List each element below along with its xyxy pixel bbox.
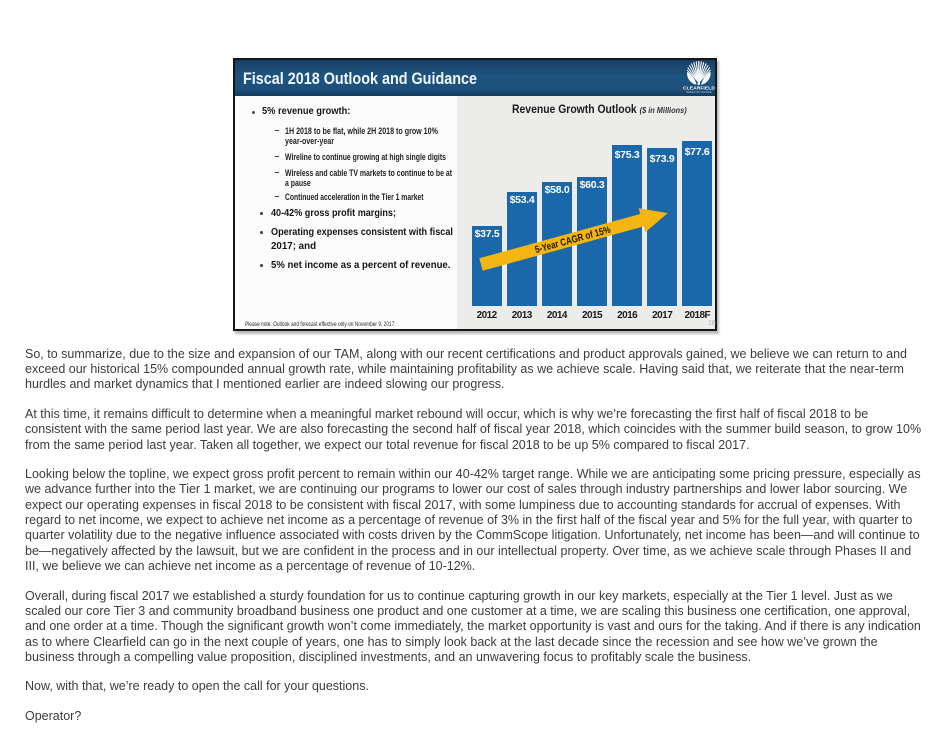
svg-text:CLEARFIELD: CLEARFIELD bbox=[683, 85, 715, 91]
svg-text:WAVES OF CHANGE: WAVES OF CHANGE bbox=[686, 90, 711, 94]
